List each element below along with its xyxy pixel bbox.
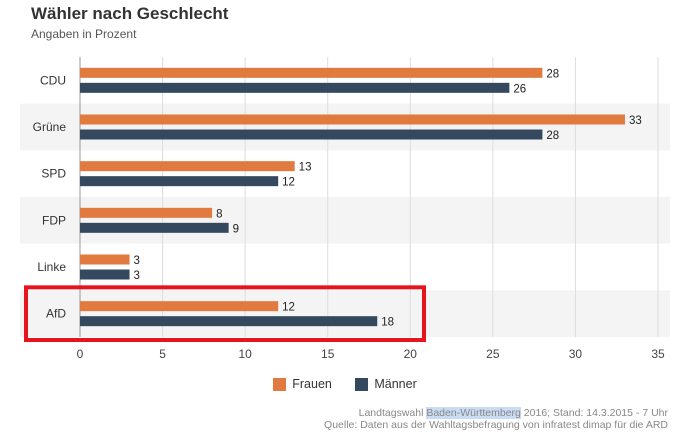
data-label-afd-frauen: 12 — [282, 302, 295, 314]
source-line-1-prefix: Landtagswahl — [358, 407, 427, 419]
data-label-spd-maenner: 12 — [282, 177, 295, 189]
bar-afd-frauen — [80, 301, 279, 312]
legend: Frauen Männer — [0, 377, 690, 394]
bar-gruene-frauen — [80, 114, 625, 125]
bar-gruene-maenner — [80, 129, 543, 140]
data-label-afd-maenner: 18 — [381, 317, 394, 329]
x-tick-label-35: 35 — [651, 347, 665, 361]
data-label-fdp-maenner: 9 — [233, 223, 239, 235]
data-label-cdu-maenner: 26 — [513, 83, 526, 95]
band-grüne — [20, 103, 670, 151]
highlight-box — [24, 285, 426, 343]
x-tick-label-15: 15 — [321, 347, 335, 361]
bar-afd-maenner — [80, 316, 378, 327]
source-line-1-suffix: 2016; Stand: 14.3.2015 - 7 Uhr — [520, 407, 668, 419]
data-label-gruene-maenner: 28 — [546, 130, 559, 142]
bar-linke-maenner — [80, 269, 130, 280]
category-label-fdp: FDP — [42, 213, 66, 227]
x-tick-label-0: 0 — [77, 347, 84, 361]
source-line-1-highlight: Baden-Württemberg — [426, 407, 521, 419]
x-tick-label-10: 10 — [238, 347, 252, 361]
x-tick-label-5: 5 — [159, 347, 166, 361]
data-label-linke-maenner: 3 — [134, 270, 140, 282]
category-label-gruene: Grüne — [33, 120, 67, 134]
source-line-2: Quelle: Daten aus der Wahltagsbefragung … — [324, 419, 668, 431]
category-label-spd: SPD — [41, 167, 66, 181]
source-note: Landtagswahl Baden-Württemberg 2016; Sta… — [324, 407, 668, 431]
data-label-linke-frauen: 3 — [134, 255, 140, 267]
data-label-fdp-frauen: 8 — [216, 208, 222, 220]
band-afd — [20, 290, 670, 337]
category-label-linke: Linke — [37, 260, 66, 274]
legend-label-frauen: Frauen — [292, 377, 332, 391]
legend-item-maenner[interactable]: Männer — [355, 377, 417, 391]
source-line-1: Landtagswahl Baden-Württemberg 2016; Sta… — [324, 407, 668, 419]
data-label-gruene-frauen: 33 — [629, 115, 642, 127]
bar-cdu-maenner — [80, 82, 510, 93]
bar-cdu-frauen — [80, 67, 543, 78]
band-fdp — [20, 197, 670, 244]
bar-spd-maenner — [80, 176, 279, 187]
legend-label-maenner: Männer — [374, 377, 417, 391]
legend-swatch-maenner — [355, 377, 369, 391]
category-label-afd: AfD — [46, 307, 66, 321]
chart-subtitle: Angaben in Prozent — [31, 27, 137, 41]
bar-spd-frauen — [80, 161, 295, 172]
x-tick-label-20: 20 — [404, 347, 418, 361]
bar-fdp-frauen — [80, 207, 213, 218]
data-label-spd-frauen: 13 — [299, 162, 312, 174]
category-label-cdu: CDU — [40, 73, 66, 87]
legend-item-frauen[interactable]: Frauen — [273, 377, 332, 391]
bar-fdp-maenner — [80, 222, 229, 233]
x-tick-label-30: 30 — [569, 347, 583, 361]
legend-swatch-frauen — [273, 377, 287, 391]
x-tick-label-25: 25 — [486, 347, 500, 361]
data-label-cdu-frauen: 28 — [546, 68, 559, 80]
bar-linke-frauen — [80, 254, 130, 265]
chart-title: Wähler nach Geschlecht — [31, 4, 229, 23]
